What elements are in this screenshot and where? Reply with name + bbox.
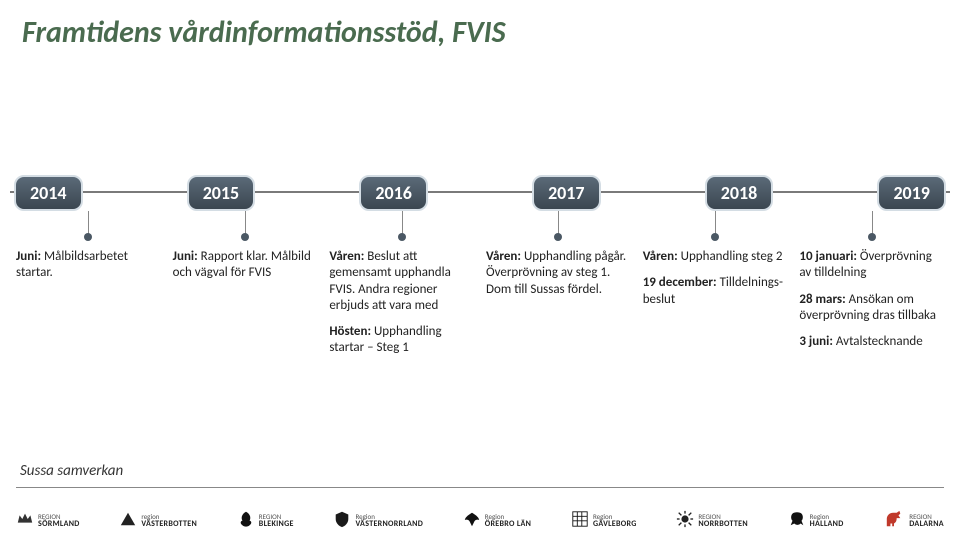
partner-logo: REGION NORRBOTTEN (676, 510, 748, 530)
descriptions-row: Juni: Målbildsarbetet startar. Juni: Rapp… (10, 219, 950, 357)
partner-logo: Region Örebro län (463, 510, 531, 530)
logo-text: Region Västernorrland (355, 513, 423, 528)
event-text: Hösten: Upphandling startar – Steg 1 (329, 324, 474, 357)
footer-label: Sussa samverkan (20, 462, 123, 480)
year-description-column: Våren: Upphandling steg 2 19 december: Ti… (637, 219, 794, 357)
year-description-column: Juni: Målbildsarbetet startar. (10, 219, 167, 357)
year-description-column: Våren: Beslut att gemensamt upphandla FV… (323, 219, 480, 357)
year-pill: 2017 (532, 175, 601, 211)
year-description-column: 10 januari: Överprövning av tilldelning 2… (793, 219, 950, 357)
connector-marker (711, 233, 719, 241)
year-pill: 2016 (359, 175, 428, 211)
partner-logo: region västerbotten (119, 510, 197, 530)
partner-logo: Region Västernorrland (333, 510, 423, 530)
event-text: 28 mars: Ansökan om överprövning dras ti… (799, 292, 944, 325)
year-pill: 2019 (877, 175, 946, 211)
year-pill: 2015 (187, 175, 256, 211)
connector-marker (554, 233, 562, 241)
eagle-icon (463, 510, 481, 530)
shield-icon (333, 510, 351, 530)
event-text: Våren: Upphandling steg 2 (643, 249, 788, 265)
logo-text: Region Örebro län (485, 513, 531, 528)
connector-marker (241, 233, 249, 241)
lion-icon (788, 510, 806, 530)
connector-marker (868, 233, 876, 241)
year-description-column: Våren: Upphandling pågår. Överprövning a… (480, 219, 637, 357)
timeline: 2014 2015 2016 2017 2018 2019 Juni: Målbildsa… (10, 175, 950, 357)
connector-stem (88, 211, 89, 235)
logo-text: REGION SÖRMLAND (38, 513, 80, 528)
year-pill: 2014 (14, 175, 83, 211)
event-text: Juni: Rapport klar. Målbild och vägval f… (173, 249, 318, 282)
logo-text: REGION BLEKINGE (259, 513, 294, 528)
logo-text: region västerbotten (141, 513, 197, 528)
partner-logo: REGION BLEKINGE (237, 510, 294, 530)
logo-text: Region Halland (810, 513, 844, 528)
partner-logo: Region Halland (788, 510, 844, 530)
connector-stem (402, 211, 403, 235)
connector-marker (84, 233, 92, 241)
logo-text: Region Gävleborg (593, 513, 637, 528)
connector-stem (715, 211, 716, 235)
year-pills-row: 2014 2015 2016 2017 2018 2019 (10, 175, 950, 211)
event-text: Våren: Upphandling pågår. Överprövning a… (486, 249, 631, 298)
crown-icon (16, 510, 34, 530)
page-title: Framtidens vårdinformationsstöd, FVIS (0, 0, 960, 51)
partner-logo: REGION SÖRMLAND (16, 510, 80, 530)
event-text: 3 juni: Avtalstecknande (799, 334, 944, 350)
connector-stem (558, 211, 559, 235)
footer-divider (16, 487, 944, 488)
triangle-icon (119, 510, 137, 530)
pattern-icon (571, 510, 589, 530)
horse-icon (883, 510, 905, 530)
logo-strip: REGION SÖRMLAND region västerbotten REGI… (16, 510, 944, 530)
logo-text: REGION DALARNA (909, 513, 944, 528)
oak-icon (237, 510, 255, 530)
partner-logo: Region Gävleborg (571, 510, 637, 530)
connector-marker (398, 233, 406, 241)
event-text: Juni: Målbildsarbetet startar. (16, 249, 161, 282)
year-description-column: Juni: Rapport klar. Målbild och vägval f… (167, 219, 324, 357)
sun-icon (676, 510, 694, 530)
event-text: 19 december: Tilldelnings-beslut (643, 275, 788, 308)
partner-logo: REGION DALARNA (883, 510, 944, 530)
year-pill: 2018 (705, 175, 774, 211)
connector-stem (245, 211, 246, 235)
event-text: Våren: Beslut att gemensamt upphandla FV… (329, 249, 474, 314)
event-text: 10 januari: Överprövning av tilldelning (799, 249, 944, 282)
logo-text: REGION NORRBOTTEN (698, 513, 748, 528)
connector-stem (872, 211, 873, 235)
